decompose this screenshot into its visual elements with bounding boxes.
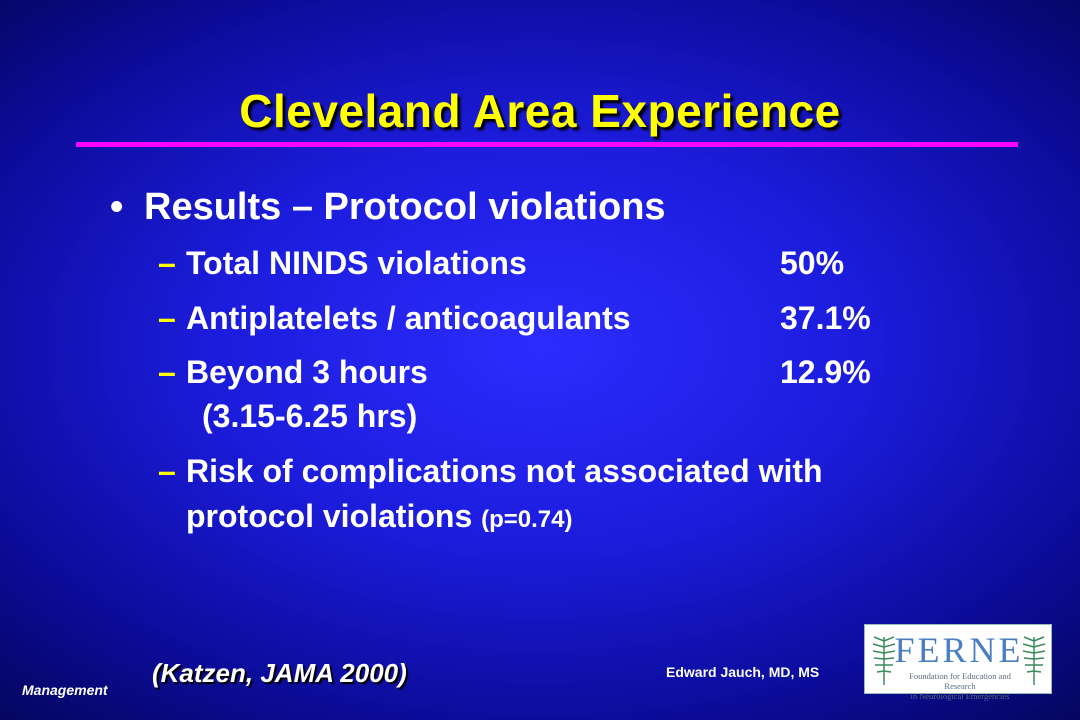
logo-wordmark: FERNE	[894, 630, 1024, 670]
item-value: 50%	[780, 245, 845, 281]
item-label: Total NINDS violations	[186, 245, 527, 281]
main-bullet-text: Results – Protocol violations	[144, 186, 666, 228]
dash-icon: –	[158, 354, 176, 390]
ferne-logo: FERNE Foundation for Education and Resea…	[864, 624, 1052, 701]
list-item-continuation: protocol violations (p=0.74)	[186, 498, 573, 535]
main-bullet: • Results – Protocol violations	[110, 186, 666, 229]
dash-icon: –	[158, 245, 176, 281]
item-value: 12.9%	[780, 354, 871, 390]
citation: (Katzen, JAMA 2000)	[152, 658, 407, 688]
list-item: – Antiplatelets / anticoagulants	[158, 300, 631, 337]
logo-tagline: Foundation for Education and Research in…	[895, 671, 1025, 701]
logo-tagline-line2: in Neurological Emergencies	[910, 691, 1010, 701]
item-label: Antiplatelets / anticoagulants	[186, 300, 631, 336]
dash-icon: –	[158, 300, 176, 336]
item-detail: (3.15-6.25 hrs)	[202, 398, 418, 434]
title-divider	[76, 142, 1018, 147]
item-label: Risk of complications not associated wit…	[186, 453, 823, 489]
list-item: – Risk of complications not associated wi…	[158, 453, 823, 490]
list-item: – Total NINDS violations	[158, 245, 527, 282]
slide-title: Cleveland Area Experience	[239, 85, 841, 137]
bullet-icon: •	[110, 186, 124, 228]
logo-tagline-line1: Foundation for Education and Research	[909, 671, 1011, 691]
item-label-continued: protocol violations	[186, 498, 473, 534]
p-value-note: (p=0.74)	[481, 506, 573, 533]
list-item: – Beyond 3 hours	[158, 354, 428, 391]
item-value: 37.1%	[780, 300, 871, 336]
footer-author: Edward Jauch, MD, MS	[666, 664, 820, 680]
palm-leaf-icon	[872, 636, 896, 685]
footer-left: Management	[22, 682, 108, 698]
item-label: Beyond 3 hours	[186, 354, 428, 390]
palm-leaf-icon	[1022, 636, 1046, 685]
dash-icon: –	[158, 453, 176, 489]
